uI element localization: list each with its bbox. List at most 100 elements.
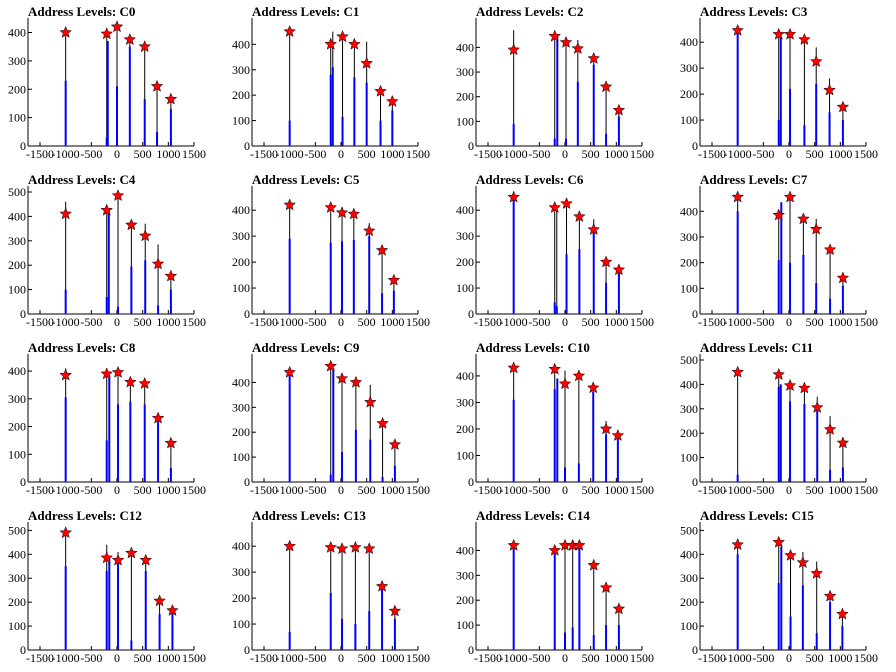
x-tick-label: 1000 xyxy=(604,651,628,665)
histogram-bar-fill xyxy=(779,384,782,482)
histogram-bar-fill xyxy=(353,77,356,146)
peak-star-marker xyxy=(283,198,297,211)
y-tick-label: 300 xyxy=(232,229,250,243)
x-tick-label: 0 xyxy=(114,651,120,665)
peak-star-marker xyxy=(797,212,810,225)
chart-title: Address Levels: C6 xyxy=(476,172,584,187)
histogram-bar-fill xyxy=(288,238,291,314)
x-tick-label: -1500 xyxy=(698,315,726,329)
peak-star-marker xyxy=(324,359,338,372)
peak-star-marker xyxy=(798,381,811,394)
x-tick-label: 0 xyxy=(114,315,120,329)
x-tick-label: -1500 xyxy=(26,651,54,665)
x-tick-label: -1000 xyxy=(276,147,304,161)
y-tick-label: 400 xyxy=(8,26,26,40)
histogram-bar-fill xyxy=(116,86,118,146)
peak-star-marker xyxy=(810,400,824,413)
x-tick-label: 1500 xyxy=(182,315,206,329)
histogram-bar-fill xyxy=(815,633,818,650)
histogram-bar-fill xyxy=(64,80,67,146)
y-tick-label: 200 xyxy=(232,591,250,605)
x-tick-label: 0 xyxy=(338,483,344,497)
histogram-bar-fill xyxy=(605,434,608,482)
x-tick-label: -1500 xyxy=(698,147,726,161)
histogram-bar-fill xyxy=(841,285,844,314)
x-tick-label: -1500 xyxy=(26,147,54,161)
histogram-bar-fill xyxy=(777,260,780,314)
histogram-bar-fill xyxy=(288,631,291,650)
peak-star-marker xyxy=(573,538,586,551)
x-tick-label: -1500 xyxy=(474,483,502,497)
x-tick-label: -500 xyxy=(752,315,774,329)
x-tick-label: 0 xyxy=(786,651,792,665)
x-tick-label: 1000 xyxy=(380,483,404,497)
peak-star-marker xyxy=(388,438,402,451)
histogram-bar-fill xyxy=(156,131,159,146)
y-tick-label: 200 xyxy=(456,422,474,436)
histogram-bar-fill xyxy=(617,625,620,650)
y-tick-label: 100 xyxy=(8,447,26,461)
peak-star-marker xyxy=(783,378,797,392)
x-tick-label: -1500 xyxy=(250,147,278,161)
histogram-bar-fill xyxy=(829,602,832,650)
chart-title: Address Levels: C9 xyxy=(252,340,360,355)
y-tick-label: 0 xyxy=(20,307,26,321)
peak-star-marker xyxy=(836,271,850,284)
y-tick-label: 0 xyxy=(692,475,698,489)
histogram-bar-fill xyxy=(736,31,739,147)
histogram-bar-fill xyxy=(777,120,780,146)
y-tick-label: 400 xyxy=(680,35,698,49)
histogram-bar-fill xyxy=(341,241,344,314)
histogram-bar-fill xyxy=(605,282,608,314)
histogram-bar-fill xyxy=(553,138,556,146)
x-tick-label: -500 xyxy=(304,147,326,161)
histogram-bar-fill xyxy=(144,260,147,314)
y-tick-label: 300 xyxy=(680,402,698,416)
y-tick-label: 400 xyxy=(232,37,250,51)
y-tick-label: 0 xyxy=(244,475,250,489)
histogram-bar-fill xyxy=(777,583,780,650)
histogram-bar-fill xyxy=(829,298,832,314)
x-tick-label: 500 xyxy=(806,483,824,497)
x-tick-label: -500 xyxy=(80,315,102,329)
histogram-bar-fill xyxy=(512,399,515,482)
x-tick-label: 0 xyxy=(114,483,120,497)
y-tick-label: 300 xyxy=(680,230,698,244)
histogram-bar-fill xyxy=(512,199,515,314)
histogram-bar-fill xyxy=(341,452,344,482)
x-tick-label: 500 xyxy=(806,315,824,329)
x-tick-label: -1500 xyxy=(250,483,278,497)
x-tick-label: -500 xyxy=(528,315,550,329)
peak-star-marker xyxy=(59,25,73,38)
histogram-bar-fill xyxy=(381,477,384,482)
peak-star-marker xyxy=(571,41,585,55)
x-tick-label: -1500 xyxy=(474,147,502,161)
x-tick-label: 1500 xyxy=(182,651,206,665)
peak-star-marker xyxy=(772,208,786,221)
peak-star-marker xyxy=(836,436,850,449)
x-tick-label: -500 xyxy=(752,147,774,161)
peak-star-marker xyxy=(560,197,573,210)
y-tick-label: 400 xyxy=(456,543,474,557)
histogram-bar-fill xyxy=(128,46,131,146)
y-tick-label: 100 xyxy=(456,281,474,295)
x-tick-label: -1000 xyxy=(276,651,304,665)
peak-star-marker xyxy=(796,556,810,569)
y-tick-label: 300 xyxy=(8,392,26,406)
chart-plot-c3: 0 100 200 300 400 -1500-1000 -500 0 500 1000 1500 xyxy=(680,18,878,161)
peak-star-marker xyxy=(336,30,349,43)
x-tick-label: -1000 xyxy=(724,315,752,329)
histogram-bar-fill xyxy=(605,625,608,650)
histogram-bar-fill xyxy=(393,465,396,482)
y-tick-label: 400 xyxy=(8,547,26,561)
y-tick-label: 500 xyxy=(680,523,698,537)
x-tick-label: 1500 xyxy=(630,147,654,161)
x-tick-label: 0 xyxy=(562,315,568,329)
x-tick-label: 1500 xyxy=(182,147,206,161)
histogram-bar-fill xyxy=(169,289,172,314)
histogram-bar-fill xyxy=(565,254,568,314)
x-tick-label: 500 xyxy=(134,147,152,161)
peak-star-marker xyxy=(587,558,601,571)
histogram-bar-fill xyxy=(158,614,161,650)
histogram-bar-fill xyxy=(576,81,579,146)
